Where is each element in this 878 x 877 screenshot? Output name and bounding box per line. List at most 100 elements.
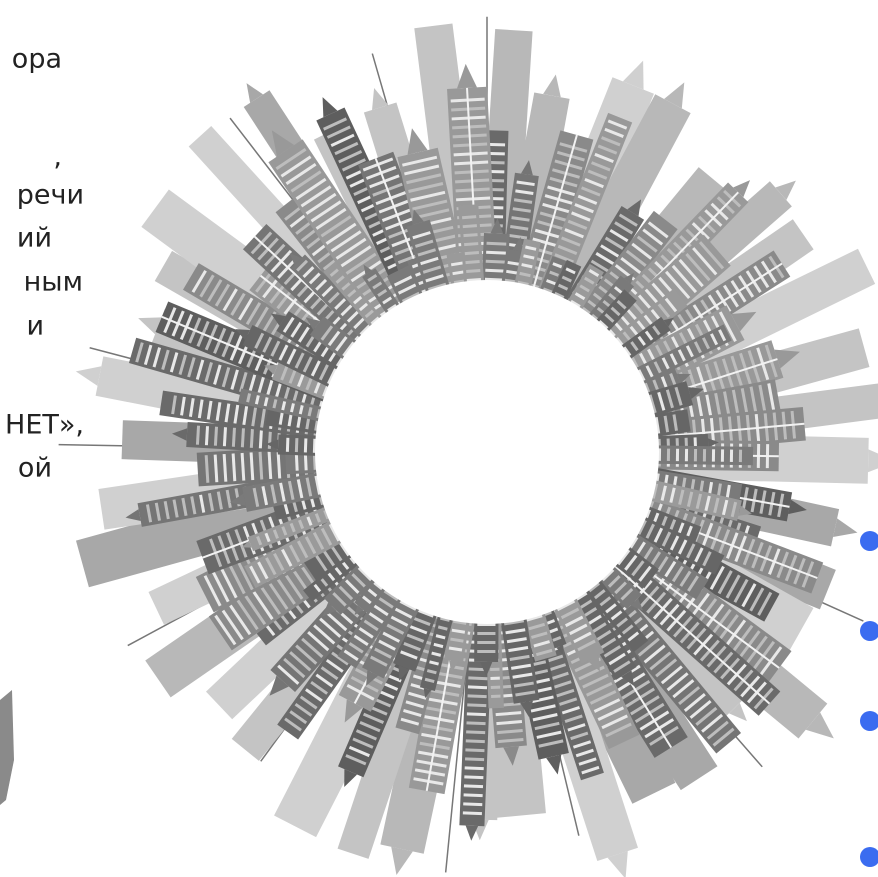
window-row bbox=[372, 281, 383, 290]
window-row bbox=[373, 604, 389, 617]
building bbox=[499, 608, 540, 718]
window-row bbox=[249, 565, 261, 584]
window-row bbox=[314, 513, 321, 523]
window-row bbox=[637, 637, 660, 657]
window-row bbox=[163, 501, 170, 520]
window-row bbox=[320, 578, 329, 587]
window-row bbox=[584, 276, 595, 285]
window-row bbox=[405, 700, 425, 709]
window-row bbox=[406, 633, 425, 643]
window-row bbox=[325, 222, 357, 245]
window-row bbox=[616, 300, 627, 310]
window-row bbox=[252, 487, 260, 507]
window-row bbox=[188, 398, 195, 417]
window-row bbox=[240, 452, 246, 481]
text-line: НЕТ», bbox=[5, 410, 84, 441]
window-row bbox=[258, 451, 264, 480]
window-row bbox=[347, 289, 357, 298]
window-row bbox=[426, 669, 437, 675]
window-row bbox=[325, 610, 348, 632]
window-row bbox=[310, 680, 329, 695]
window-row bbox=[581, 186, 601, 197]
window-row bbox=[698, 241, 725, 270]
window-row bbox=[262, 336, 273, 353]
building bbox=[626, 512, 725, 575]
window-row bbox=[463, 233, 478, 238]
window-row bbox=[450, 261, 464, 267]
building-roof bbox=[627, 199, 642, 217]
building bbox=[229, 470, 333, 512]
window-row bbox=[608, 652, 626, 666]
window-row bbox=[261, 486, 269, 506]
window-row bbox=[213, 426, 219, 446]
building-roof bbox=[774, 349, 800, 369]
building-roof bbox=[587, 655, 600, 672]
window-row bbox=[404, 164, 440, 176]
window-row bbox=[660, 665, 683, 685]
window-row bbox=[695, 493, 703, 510]
window-row bbox=[295, 177, 327, 200]
building-roof bbox=[344, 769, 358, 788]
window-row bbox=[464, 757, 485, 762]
window-row bbox=[621, 624, 634, 635]
window-row bbox=[513, 681, 534, 688]
building bbox=[640, 477, 752, 522]
window-row bbox=[341, 282, 351, 291]
window-row bbox=[310, 360, 321, 377]
building bbox=[626, 324, 732, 389]
window-row bbox=[229, 604, 252, 636]
window-row bbox=[288, 544, 301, 563]
window-row bbox=[367, 273, 378, 282]
bullet bbox=[860, 847, 878, 867]
window-row bbox=[589, 690, 617, 705]
window-row bbox=[332, 592, 347, 607]
building-roof bbox=[412, 209, 424, 226]
window-row bbox=[203, 575, 222, 607]
window-row bbox=[519, 271, 531, 278]
window-row bbox=[513, 198, 533, 204]
window-row bbox=[679, 570, 692, 587]
window-row bbox=[355, 729, 377, 741]
window-row bbox=[574, 292, 586, 301]
window-row bbox=[253, 306, 269, 330]
building-roof bbox=[363, 264, 373, 275]
window-row bbox=[495, 711, 522, 717]
window-row bbox=[281, 569, 304, 600]
window-row bbox=[233, 404, 240, 424]
window-row bbox=[327, 368, 337, 385]
window-row bbox=[666, 448, 671, 461]
window-row bbox=[686, 543, 696, 559]
window-row bbox=[169, 352, 179, 373]
building bbox=[544, 82, 691, 321]
window-row bbox=[402, 155, 438, 167]
window-row bbox=[267, 451, 273, 480]
building bbox=[512, 238, 541, 298]
window-row bbox=[382, 296, 393, 305]
window-row bbox=[757, 591, 773, 616]
window-row bbox=[577, 194, 598, 205]
window-row bbox=[264, 532, 271, 543]
building bbox=[235, 324, 349, 392]
window-row bbox=[595, 252, 615, 266]
window-row bbox=[758, 384, 768, 419]
city-illustration bbox=[58, 16, 878, 877]
window-row bbox=[627, 631, 640, 642]
building-roof bbox=[543, 74, 561, 98]
window-row bbox=[571, 211, 591, 222]
window-row bbox=[644, 330, 654, 341]
window-row bbox=[263, 397, 269, 407]
window-row bbox=[230, 369, 239, 390]
building-roof bbox=[229, 493, 246, 506]
window-row bbox=[187, 357, 196, 378]
window-row bbox=[616, 617, 628, 628]
window-row bbox=[340, 304, 353, 317]
window-row bbox=[306, 516, 313, 526]
window-row bbox=[653, 361, 662, 374]
window-row bbox=[581, 765, 600, 775]
window-row bbox=[285, 162, 317, 185]
window-row bbox=[313, 583, 322, 593]
window-row bbox=[298, 405, 304, 415]
window-row bbox=[485, 259, 506, 264]
window-row bbox=[656, 556, 669, 573]
window-row bbox=[468, 676, 488, 681]
